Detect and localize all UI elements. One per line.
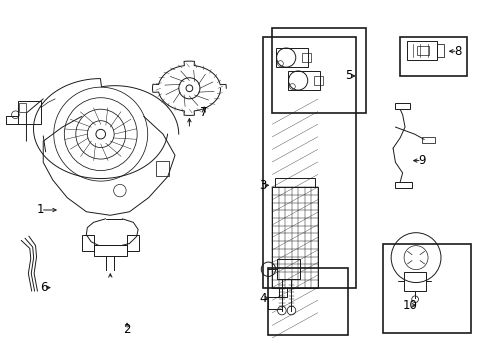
Bar — [382, 243, 470, 333]
Bar — [399, 37, 467, 76]
Bar — [127, 235, 139, 251]
Bar — [416, 46, 428, 55]
Bar — [93, 245, 127, 256]
Bar — [268, 268, 347, 335]
Bar — [262, 37, 355, 288]
Bar — [395, 182, 411, 188]
Text: 5: 5 — [345, 69, 352, 82]
Bar — [19, 103, 26, 112]
Bar — [272, 187, 317, 288]
Bar — [272, 28, 365, 113]
Bar — [156, 161, 169, 176]
Bar — [274, 178, 315, 187]
Bar — [18, 100, 41, 123]
Circle shape — [185, 85, 192, 92]
Text: 8: 8 — [453, 45, 461, 58]
Text: 9: 9 — [417, 154, 425, 167]
Text: 2: 2 — [123, 323, 131, 337]
Bar — [81, 235, 93, 251]
Text: 3: 3 — [259, 179, 266, 192]
Circle shape — [96, 129, 105, 139]
Bar — [302, 53, 310, 62]
Bar — [421, 136, 434, 143]
Bar — [277, 259, 300, 279]
Bar — [407, 41, 436, 60]
Text: 4: 4 — [259, 292, 266, 305]
Bar — [287, 71, 320, 90]
Text: 1: 1 — [37, 203, 44, 216]
Text: 7: 7 — [200, 107, 207, 120]
Bar — [313, 76, 322, 85]
Text: 6: 6 — [41, 281, 48, 294]
Bar — [395, 103, 409, 109]
Bar — [403, 272, 425, 291]
Text: 10: 10 — [402, 299, 416, 312]
Bar — [436, 44, 444, 57]
Bar — [275, 48, 307, 67]
